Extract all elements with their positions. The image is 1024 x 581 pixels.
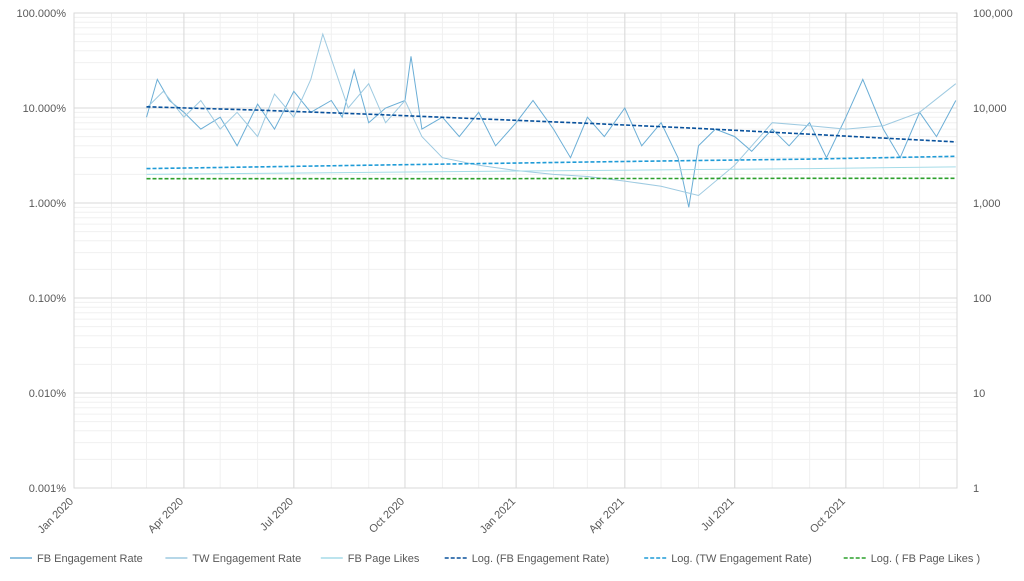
legend: FB Engagement Rate TW Engagement Rate FB P… <box>10 553 980 565</box>
legend-item: FB Page Likes <box>321 553 420 565</box>
plot-frame <box>74 13 957 488</box>
legend-label: FB Page Likes <box>348 553 420 565</box>
y-left-tick-label: 0.100% <box>29 293 67 305</box>
legend-label: Log. (TW Engagement Rate) <box>671 553 812 565</box>
x-tick-label: Oct 2020 <box>367 496 407 536</box>
x-tick-label: Jan 2020 <box>36 496 76 536</box>
legend-item: FB Engagement Rate <box>10 553 143 565</box>
legend-label: TW Engagement Rate <box>192 553 301 565</box>
y-right-tick-label: 100 <box>973 293 991 305</box>
y-right-tick-label: 100,000 <box>973 8 1013 20</box>
y-left-tick-label: 1.000% <box>29 198 67 210</box>
legend-label: Log. ( FB Page Likes ) <box>871 553 980 565</box>
legend-item: Log. ( FB Page Likes ) <box>844 553 980 565</box>
legend-item: Log. (TW Engagement Rate) <box>644 553 812 565</box>
x-tick-label: Apr 2020 <box>146 496 186 536</box>
legend-item: TW Engagement Rate <box>165 553 301 565</box>
gridlines <box>74 13 957 488</box>
y-left-tick-label: 10.000% <box>23 103 67 115</box>
y-left-tick-label: 100.000% <box>16 8 66 20</box>
legend-label: FB Engagement Rate <box>37 553 143 565</box>
x-tick-label: Jul 2021 <box>699 496 737 534</box>
x-tick-label: Jan 2021 <box>478 496 518 536</box>
y-left-tick-label: 0.010% <box>29 388 67 400</box>
y-right-tick-label: 10 <box>973 388 985 400</box>
legend-label: Log. (FB Engagement Rate) <box>472 553 610 565</box>
x-tick-label: Apr 2021 <box>587 496 627 536</box>
y-right-tick-label: 1 <box>973 483 979 495</box>
y-right-tick-label: 1,000 <box>973 198 1001 210</box>
x-tick-label: Oct 2021 <box>808 496 848 536</box>
axes: 0.001% 0.010% 0.100% 1.000% 10.000% 100.000% 1… <box>16 8 1012 536</box>
series-line-2 <box>147 167 956 175</box>
y-left-tick-label: 0.001% <box>29 483 67 495</box>
legend-item: Log. (FB Engagement Rate) <box>445 553 610 565</box>
y-right-tick-label: 10,000 <box>973 103 1007 115</box>
x-tick-label: Jul 2020 <box>258 496 296 534</box>
series-lines <box>147 34 956 207</box>
